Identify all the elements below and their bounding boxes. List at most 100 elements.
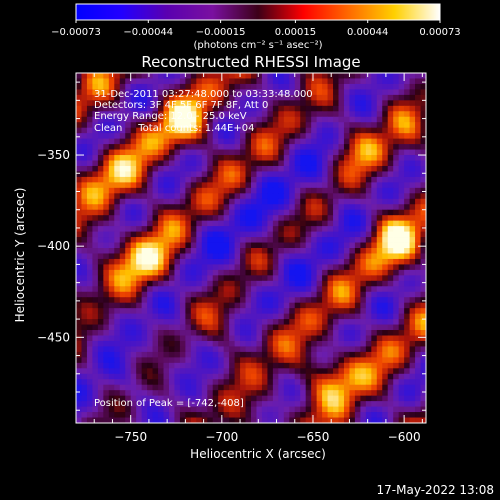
heatmap-cell: [420, 373, 426, 380]
heatmap-cell: [86, 78, 93, 85]
heatmap-cell: [300, 264, 307, 271]
heatmap-cell: [147, 242, 153, 249]
heatmap-cell: [240, 302, 246, 309]
heatmap-cell: [174, 105, 181, 112]
heatmap-cell: [174, 395, 181, 402]
heatmap-cell: [365, 100, 372, 107]
heatmap-cell: [223, 346, 230, 353]
heatmap-cell: [333, 94, 339, 101]
heatmap-cell: [240, 193, 246, 200]
heatmap-cell: [300, 144, 307, 150]
heatmap-cell: [229, 373, 235, 380]
heatmap-cell: [179, 116, 186, 123]
heatmap-cell: [420, 319, 426, 325]
heatmap-cell: [338, 319, 345, 325]
heatmap-cell: [420, 340, 426, 347]
heatmap-cell: [136, 111, 143, 118]
heatmap-cell: [158, 401, 164, 407]
heatmap-cell: [354, 286, 361, 293]
heatmap-cell: [294, 165, 301, 172]
heatmap-cell: [229, 346, 235, 353]
heatmap-cell: [130, 122, 137, 129]
heatmap-cell: [365, 122, 372, 129]
heatmap-cell: [251, 111, 257, 118]
heatmap-cell: [415, 384, 421, 391]
heatmap-cell: [174, 368, 181, 375]
heatmap-cell: [333, 401, 339, 407]
heatmap-cell: [212, 313, 219, 320]
heatmap-cell: [108, 83, 115, 90]
heatmap-cell: [371, 138, 378, 145]
heatmap-cell: [365, 417, 372, 423]
heatmap-cell: [174, 89, 181, 96]
heatmap-cell: [86, 237, 93, 243]
heatmap-cell: [190, 269, 197, 276]
heatmap-cell: [256, 171, 263, 178]
heatmap-cell: [305, 340, 312, 347]
heatmap-cell: [92, 258, 99, 265]
heatmap-cell: [163, 78, 170, 85]
heatmap-cell: [360, 89, 367, 96]
heatmap-cell: [141, 105, 148, 112]
heatmap-cell: [179, 384, 186, 391]
heatmap-cell: [245, 373, 252, 380]
heatmap-cell: [404, 401, 410, 407]
heatmap-cell: [158, 390, 164, 397]
heatmap-cell: [349, 182, 356, 189]
heatmap-cell: [261, 395, 268, 402]
heatmap-cell: [103, 204, 110, 211]
heatmap-cell: [158, 105, 164, 112]
heatmap-cell: [289, 412, 296, 418]
heatmap-cell: [207, 73, 214, 79]
heatmap-cell: [163, 237, 170, 243]
heatmap-cell: [245, 100, 252, 107]
heatmap-cell: [272, 111, 279, 118]
heatmap-cell: [212, 275, 219, 282]
heatmap-cell: [234, 280, 241, 287]
heatmap-cell: [92, 193, 99, 200]
heatmap-cell: [240, 127, 246, 134]
heatmap-cell: [234, 182, 241, 189]
heatmap-cell: [327, 351, 334, 358]
heatmap-cell: [398, 122, 405, 129]
heatmap-cell: [415, 105, 421, 112]
heatmap-cell: [365, 258, 372, 265]
heatmap-cell: [251, 89, 257, 96]
heatmap-cell: [103, 335, 110, 342]
heatmap-cell: [267, 264, 274, 271]
heatmap-cell: [256, 384, 263, 391]
heatmap-cell: [251, 220, 257, 227]
heatmap-cell: [125, 379, 132, 386]
heatmap-cell: [420, 297, 426, 304]
heatmap-cell: [212, 412, 219, 418]
heatmap-cell: [218, 78, 225, 85]
heatmap-cell: [223, 204, 230, 211]
heatmap-cell: [333, 220, 339, 227]
heatmap-cell: [333, 340, 339, 347]
heatmap-cell: [404, 83, 410, 90]
heatmap-cell: [190, 165, 197, 172]
heatmap-cell: [152, 83, 159, 90]
heatmap-cell: [327, 155, 334, 161]
heatmap-cell: [376, 395, 383, 402]
heatmap-cell: [234, 308, 241, 315]
heatmap-cell: [256, 412, 263, 418]
heatmap-cell: [294, 127, 301, 134]
heatmap-cell: [289, 297, 296, 304]
heatmap-cell: [86, 160, 93, 167]
heatmap-cell: [316, 231, 323, 238]
heatmap-cell: [305, 176, 312, 183]
heatmap-cell: [179, 138, 186, 145]
heatmap-cell: [86, 379, 93, 386]
heatmap-cell: [152, 275, 159, 282]
heatmap-cell: [92, 379, 99, 386]
heatmap-cell: [376, 242, 383, 249]
heatmap-cell: [163, 133, 170, 140]
heatmap-cell: [382, 144, 389, 150]
heatmap-cell: [207, 209, 214, 216]
heatmap-cell: [81, 417, 88, 423]
heatmap-cell: [360, 220, 367, 227]
heatmap-cell: [338, 373, 345, 380]
heatmap-cell: [256, 346, 263, 353]
heatmap-cell: [81, 291, 88, 298]
